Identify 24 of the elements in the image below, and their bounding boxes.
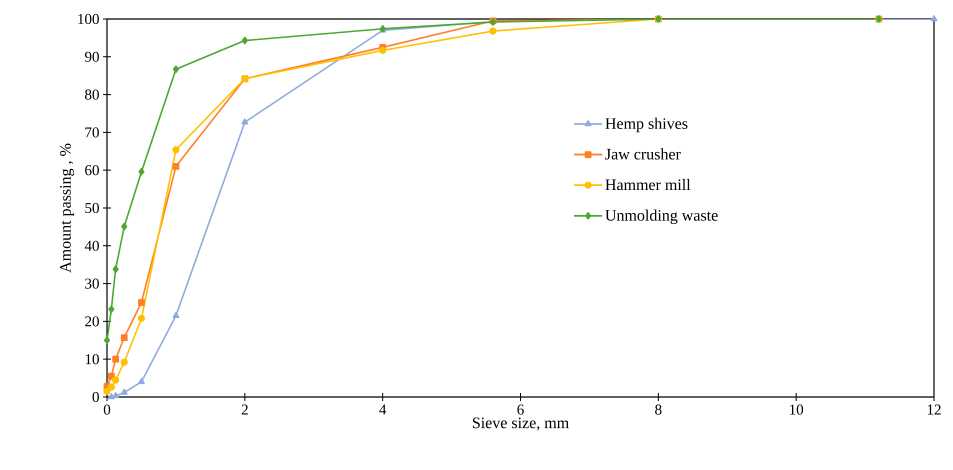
legend-label: Hemp shives (605, 118, 688, 132)
x-tick-label: 2 (242, 404, 248, 414)
x-tick-label: 12 (928, 404, 941, 414)
y-tick-label: 100 (78, 14, 99, 24)
x-tick-label: 8 (655, 404, 662, 415)
x-tick-label: 0 (104, 404, 110, 415)
x-tick-label: 6 (517, 404, 524, 415)
y-tick-label: 30 (85, 278, 99, 289)
y-tick-label: 90 (84, 52, 99, 62)
y-tick-label: 0 (92, 392, 99, 402)
y-tick-label: 10 (86, 354, 99, 364)
legend-label: Jaw crusher (605, 148, 681, 160)
y-tick-label: 70 (85, 127, 99, 138)
x-tick-label: 4 (379, 404, 386, 414)
legend-label: Unmolding waste (605, 209, 718, 224)
y-tick-label: 20 (85, 316, 99, 326)
y-tick-label: 60 (85, 165, 99, 176)
legend-label: Hammer mill (605, 178, 690, 190)
y-tick-label: 80 (85, 90, 99, 100)
y-tick-label: 40 (84, 240, 99, 251)
y-tick-label: 50 (85, 202, 99, 214)
y-axis-title: Amount passing , % (60, 144, 74, 273)
x-tick-label: 10 (790, 404, 804, 415)
x-axis-title: Sieve size, mm (472, 418, 569, 431)
